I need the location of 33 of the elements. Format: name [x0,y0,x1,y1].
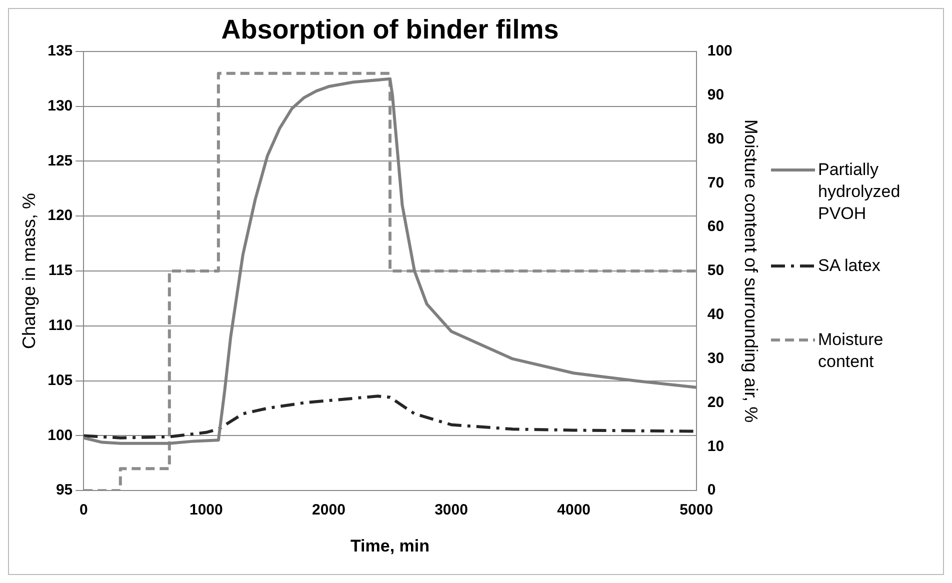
y2-tick-label: 100 [707,42,732,60]
y2-tick-label: 60 [707,218,724,236]
y-tick-label: 100 [48,426,73,444]
y-tick-label: 135 [48,42,73,60]
y2-tick-label: 80 [707,130,724,148]
y-tick-label: 125 [48,152,73,170]
y-tick-label: 105 [48,372,73,389]
y2-tick-label: 20 [707,394,724,411]
chart-title: Absorption of binder films [221,14,559,45]
y2-tick-label: 40 [707,306,724,324]
y-tick-label: 120 [48,207,73,224]
x-tick-label: 2000 [312,502,346,519]
y2-tick-label: 90 [707,86,724,104]
y2-tick-label: 0 [707,482,716,499]
y-tick-label: 95 [56,482,73,499]
y-tick-label: 110 [48,317,73,334]
legend-label: SA latex [818,255,880,277]
y2-tick-label: 70 [707,174,724,192]
x-tick-label: 0 [79,502,88,519]
legend-label: Moisture content [818,329,884,373]
y2-tick-label: 30 [707,350,724,367]
y2-axis-title: Moisture content of surrounding air, % [741,119,762,423]
y-axis-title: Change in mass, % [18,192,39,350]
x-tick-label: 1000 [189,502,223,519]
legend-label: Partially hydrolyzed PVOH [818,159,902,225]
x-tick-label: 4000 [557,502,591,519]
x-axis-title: Time, min [350,536,430,556]
x-tick-label: 3000 [434,502,468,519]
y2-tick-label: 10 [707,438,724,455]
x-tick-label: 5000 [680,502,714,519]
y-tick-label: 115 [48,262,73,280]
y-tick-label: 130 [48,97,73,114]
y2-tick-label: 50 [707,262,724,280]
